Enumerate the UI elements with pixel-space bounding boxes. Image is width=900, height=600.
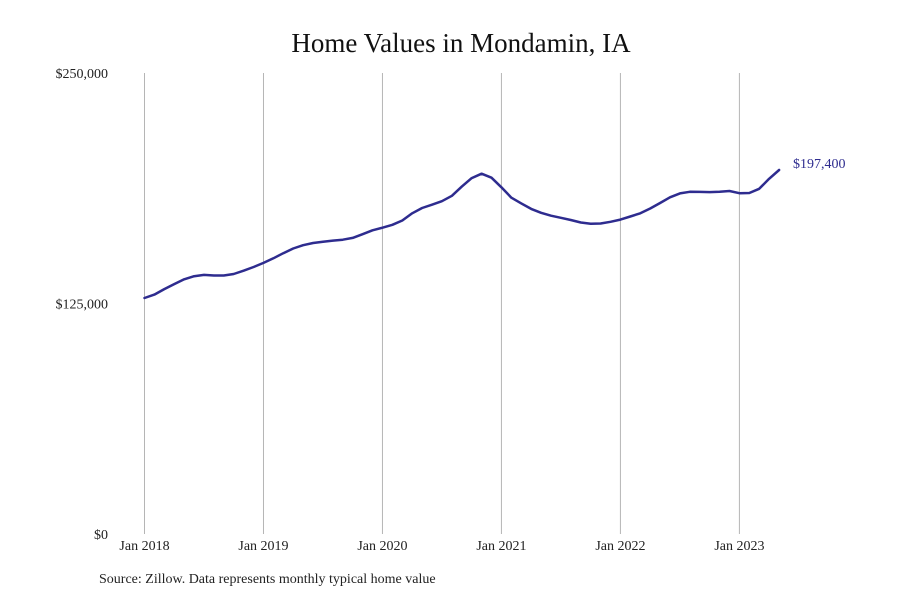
source-note: Source: Zillow. Data represents monthly … — [99, 572, 436, 587]
x-tick-label: Jan 2020 — [357, 539, 407, 554]
x-tick-label: Jan 2023 — [714, 539, 764, 554]
x-tick-label: Jan 2022 — [595, 539, 645, 554]
y-axis-ticks: $0 $125,000 $250,000 — [56, 67, 109, 543]
x-axis-ticks: Jan 2018 Jan 2019 Jan 2020 Jan 2021 Jan 2022… — [119, 539, 764, 554]
vertical-gridlines — [144, 73, 740, 534]
x-tick-label: Jan 2021 — [476, 539, 526, 554]
y-tick-label: $250,000 — [56, 67, 109, 82]
x-tick-label: Jan 2018 — [119, 539, 169, 554]
x-tick-label: Jan 2019 — [238, 539, 288, 554]
end-value-label: $197,400 — [793, 157, 846, 172]
y-tick-label: $0 — [94, 528, 108, 543]
home-value-line — [143, 168, 781, 300]
y-tick-label: $125,000 — [56, 298, 109, 313]
chart-title: Home Values in Mondamin, IA — [291, 28, 631, 58]
